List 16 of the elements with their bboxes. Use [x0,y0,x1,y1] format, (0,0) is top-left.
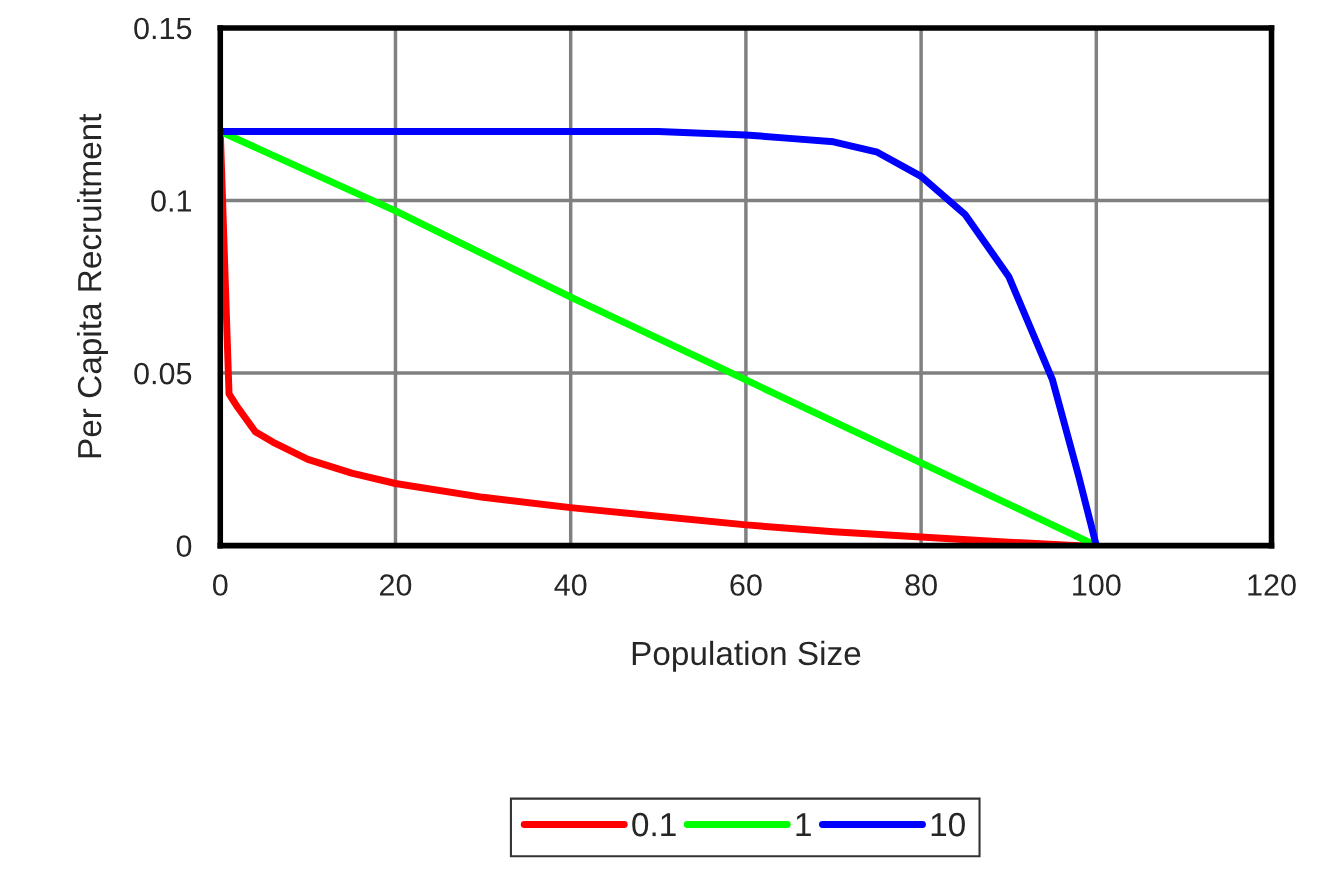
y-tick-label: 0.1 [151,190,192,212]
x-axis-title: Population Size [632,640,861,672]
legend-label: 1 [796,813,811,837]
x-tick-label: 0 [212,574,228,596]
y-axis-title: Per Capita Recruitment [76,113,109,458]
y-tick-label: 0.05 [134,362,192,385]
x-tick-label: 40 [554,574,587,596]
legend-label: 10 [931,812,965,837]
y-tick-label: 0.15 [134,17,192,40]
x-tick-label: 20 [380,574,412,596]
x-tick-label: 80 [905,574,937,596]
x-tick-label: 60 [730,574,762,596]
legend-label: 0.1 [632,812,676,837]
y-tick-label: 0 [176,535,192,557]
x-tick-label: 100 [1073,574,1121,596]
x-tick-label: 120 [1248,574,1296,596]
